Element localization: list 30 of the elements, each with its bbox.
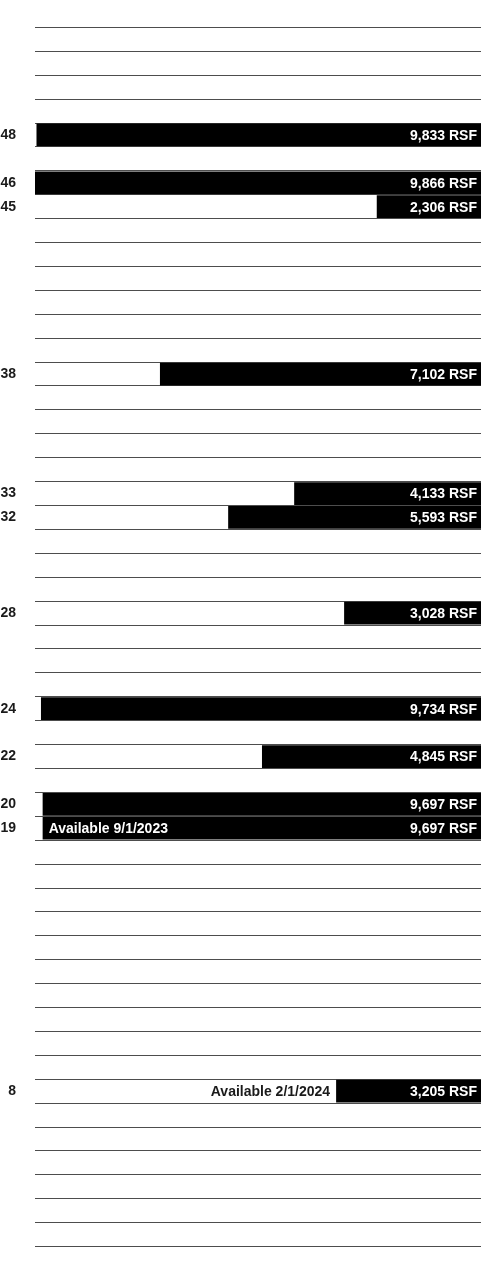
bar: [36, 123, 481, 147]
bar: [40, 697, 481, 721]
y-tick-label: 48: [0, 125, 17, 142]
y-tick-label: 33: [0, 484, 17, 501]
data-label: 4,845 RSF: [410, 748, 478, 765]
data-label: 9,697 RSF: [410, 796, 478, 813]
data-label: 9,697 RSF: [410, 820, 478, 837]
annotation: Available 2/1/2024: [210, 1083, 331, 1100]
data-label: 3,028 RSF: [410, 604, 478, 621]
y-tick-label: 38: [0, 364, 17, 381]
data-label: 9,866 RSF: [410, 174, 478, 191]
annotation: Available 9/1/2023: [48, 820, 169, 837]
y-tick-label: 19: [0, 819, 17, 836]
y-tick-label: 28: [0, 603, 17, 620]
data-label: 9,833 RSF: [410, 126, 478, 143]
y-tick-label: 8: [8, 1082, 17, 1099]
y-tick-label: 45: [0, 197, 17, 214]
data-label: 5,593 RSF: [410, 509, 478, 526]
data-label: 2,306 RSF: [410, 198, 478, 215]
y-tick-label: 22: [0, 747, 17, 764]
bar: [159, 362, 481, 386]
data-label: 3,205 RSF: [410, 1083, 478, 1100]
y-tick-label: 20: [0, 795, 17, 812]
data-label: 7,102 RSF: [410, 365, 478, 382]
y-tick-label: 46: [0, 173, 17, 190]
y-tick-label: 24: [0, 699, 17, 716]
bar: [261, 745, 481, 768]
data-label: 4,133 RSF: [410, 485, 478, 502]
data-label: 9,734 RSF: [410, 700, 478, 717]
y-tick-label: 32: [0, 508, 17, 525]
